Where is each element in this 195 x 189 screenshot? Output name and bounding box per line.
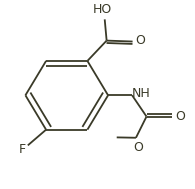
Text: O: O [175, 110, 185, 123]
Text: O: O [135, 34, 145, 47]
Text: HO: HO [93, 3, 112, 16]
Text: F: F [19, 143, 26, 156]
Text: NH: NH [132, 87, 151, 100]
Text: O: O [133, 141, 143, 154]
